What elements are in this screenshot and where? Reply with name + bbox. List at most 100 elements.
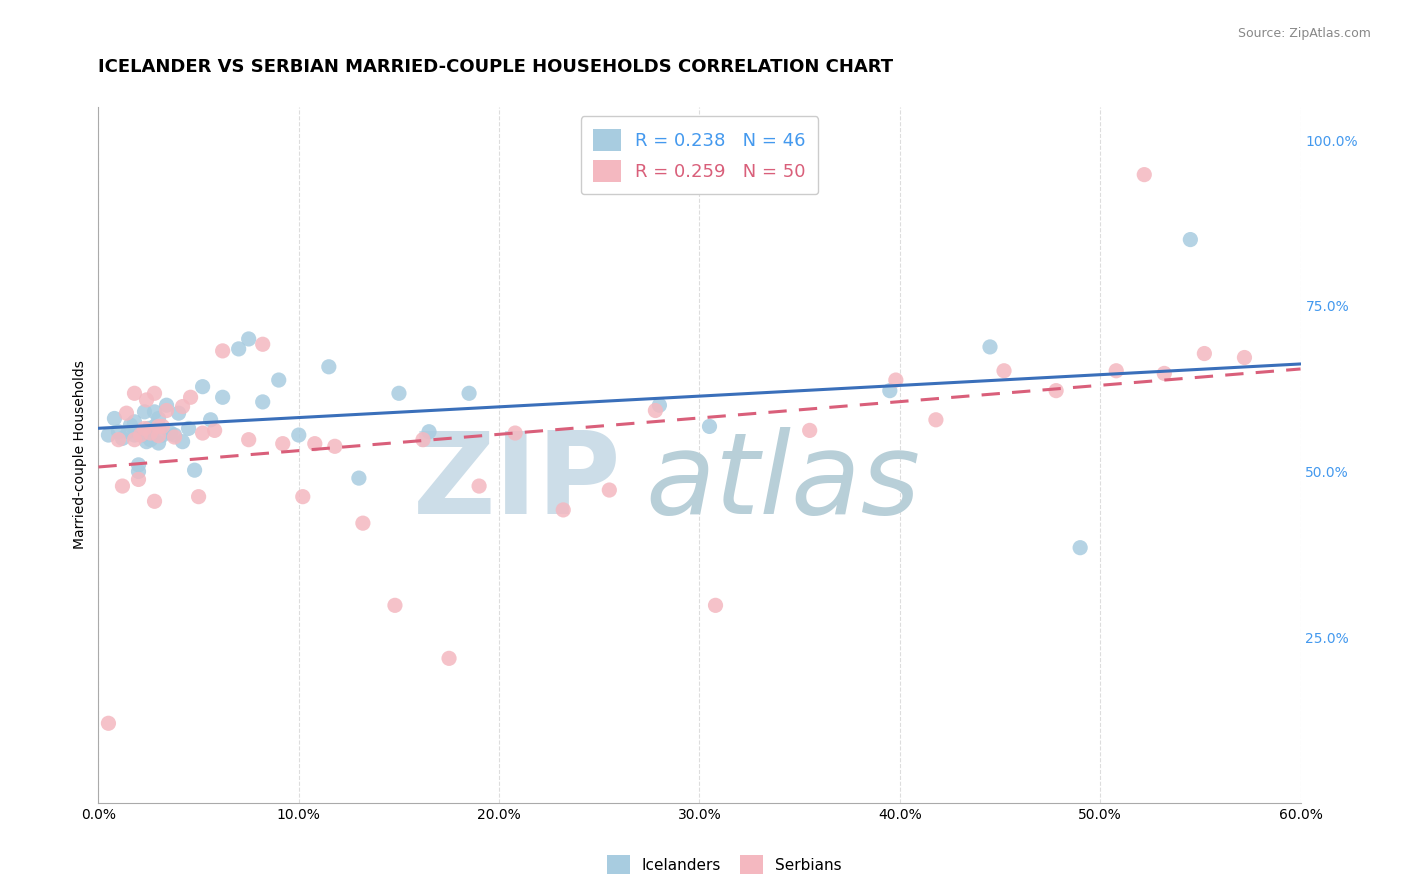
Point [97,428,120,442]
Point [979,340,1001,354]
Point [228,342,250,356]
Point [458,386,481,401]
Point [124,386,146,401]
Point [503,425,526,440]
Point [418,425,440,439]
Point [437,651,460,665]
Text: atlas: atlas [645,427,921,538]
Point [155,398,177,412]
Point [388,386,411,401]
Point [143,405,166,419]
Point [238,433,260,447]
Point [1180,233,1202,247]
Point [124,428,146,442]
Point [699,419,721,434]
Point [163,430,186,444]
Point [148,419,170,434]
Point [191,379,214,393]
Point [288,428,311,442]
Point [152,419,174,434]
Point [139,433,162,447]
Point [993,364,1015,378]
Point [138,421,160,435]
Point [648,398,671,412]
Point [177,421,200,435]
Y-axis label: Married-couple Households: Married-couple Households [73,360,87,549]
Text: ZIP: ZIP [413,427,621,538]
Point [115,406,138,420]
Point [128,472,150,486]
Point [211,343,233,358]
Point [191,425,214,440]
Point [553,503,575,517]
Point [318,359,340,374]
Point [384,599,406,613]
Point [468,479,491,493]
Point [925,413,948,427]
Point [117,425,139,439]
Point [352,516,374,531]
Point [97,716,120,731]
Point [704,599,727,613]
Point [347,471,370,485]
Point [143,386,166,401]
Point [238,332,260,346]
Point [107,425,129,439]
Point [124,433,146,447]
Point [139,425,162,440]
Point [884,373,907,387]
Point [128,458,150,472]
Point [252,395,274,409]
Legend: R = 0.238   N = 46, R = 0.259   N = 50: R = 0.238 N = 46, R = 0.259 N = 50 [581,116,818,194]
Point [1233,351,1256,365]
Point [271,436,294,450]
Point [148,436,170,450]
Point [143,494,166,508]
Point [172,400,194,414]
Point [180,390,202,404]
Point [187,490,209,504]
Point [1105,364,1128,378]
Point [135,434,157,449]
Point [200,413,222,427]
Point [644,403,666,417]
Point [135,392,157,407]
Point [152,428,174,442]
Text: ICELANDER VS SERBIAN MARRIED-COUPLE HOUSEHOLDS CORRELATION CHART: ICELANDER VS SERBIAN MARRIED-COUPLE HOUS… [98,58,894,76]
Point [167,406,190,420]
Point [172,434,194,449]
Legend: Icelanders, Serbians: Icelanders, Serbians [600,849,848,880]
Point [163,428,186,442]
Point [1069,541,1091,555]
Point [183,463,205,477]
Point [267,373,290,387]
Point [134,405,156,419]
Point [129,428,152,442]
Point [120,418,142,433]
Point [155,403,177,417]
Point [148,411,170,425]
Point [148,428,170,442]
Point [204,424,226,438]
Point [143,419,166,434]
Point [107,433,129,447]
Point [111,431,134,445]
Point [128,465,150,479]
Point [1133,168,1156,182]
Point [211,390,233,404]
Point [598,483,620,497]
Point [159,425,181,440]
Point [103,411,125,425]
Point [323,439,346,453]
Point [304,436,326,450]
Point [252,337,274,351]
Point [1153,367,1175,381]
Point [879,384,901,398]
Point [291,490,314,504]
Text: Source: ZipAtlas.com: Source: ZipAtlas.com [1237,27,1371,40]
Point [1045,384,1067,398]
Point [124,415,146,429]
Point [1194,346,1216,360]
Point [412,433,434,447]
Point [131,428,153,442]
